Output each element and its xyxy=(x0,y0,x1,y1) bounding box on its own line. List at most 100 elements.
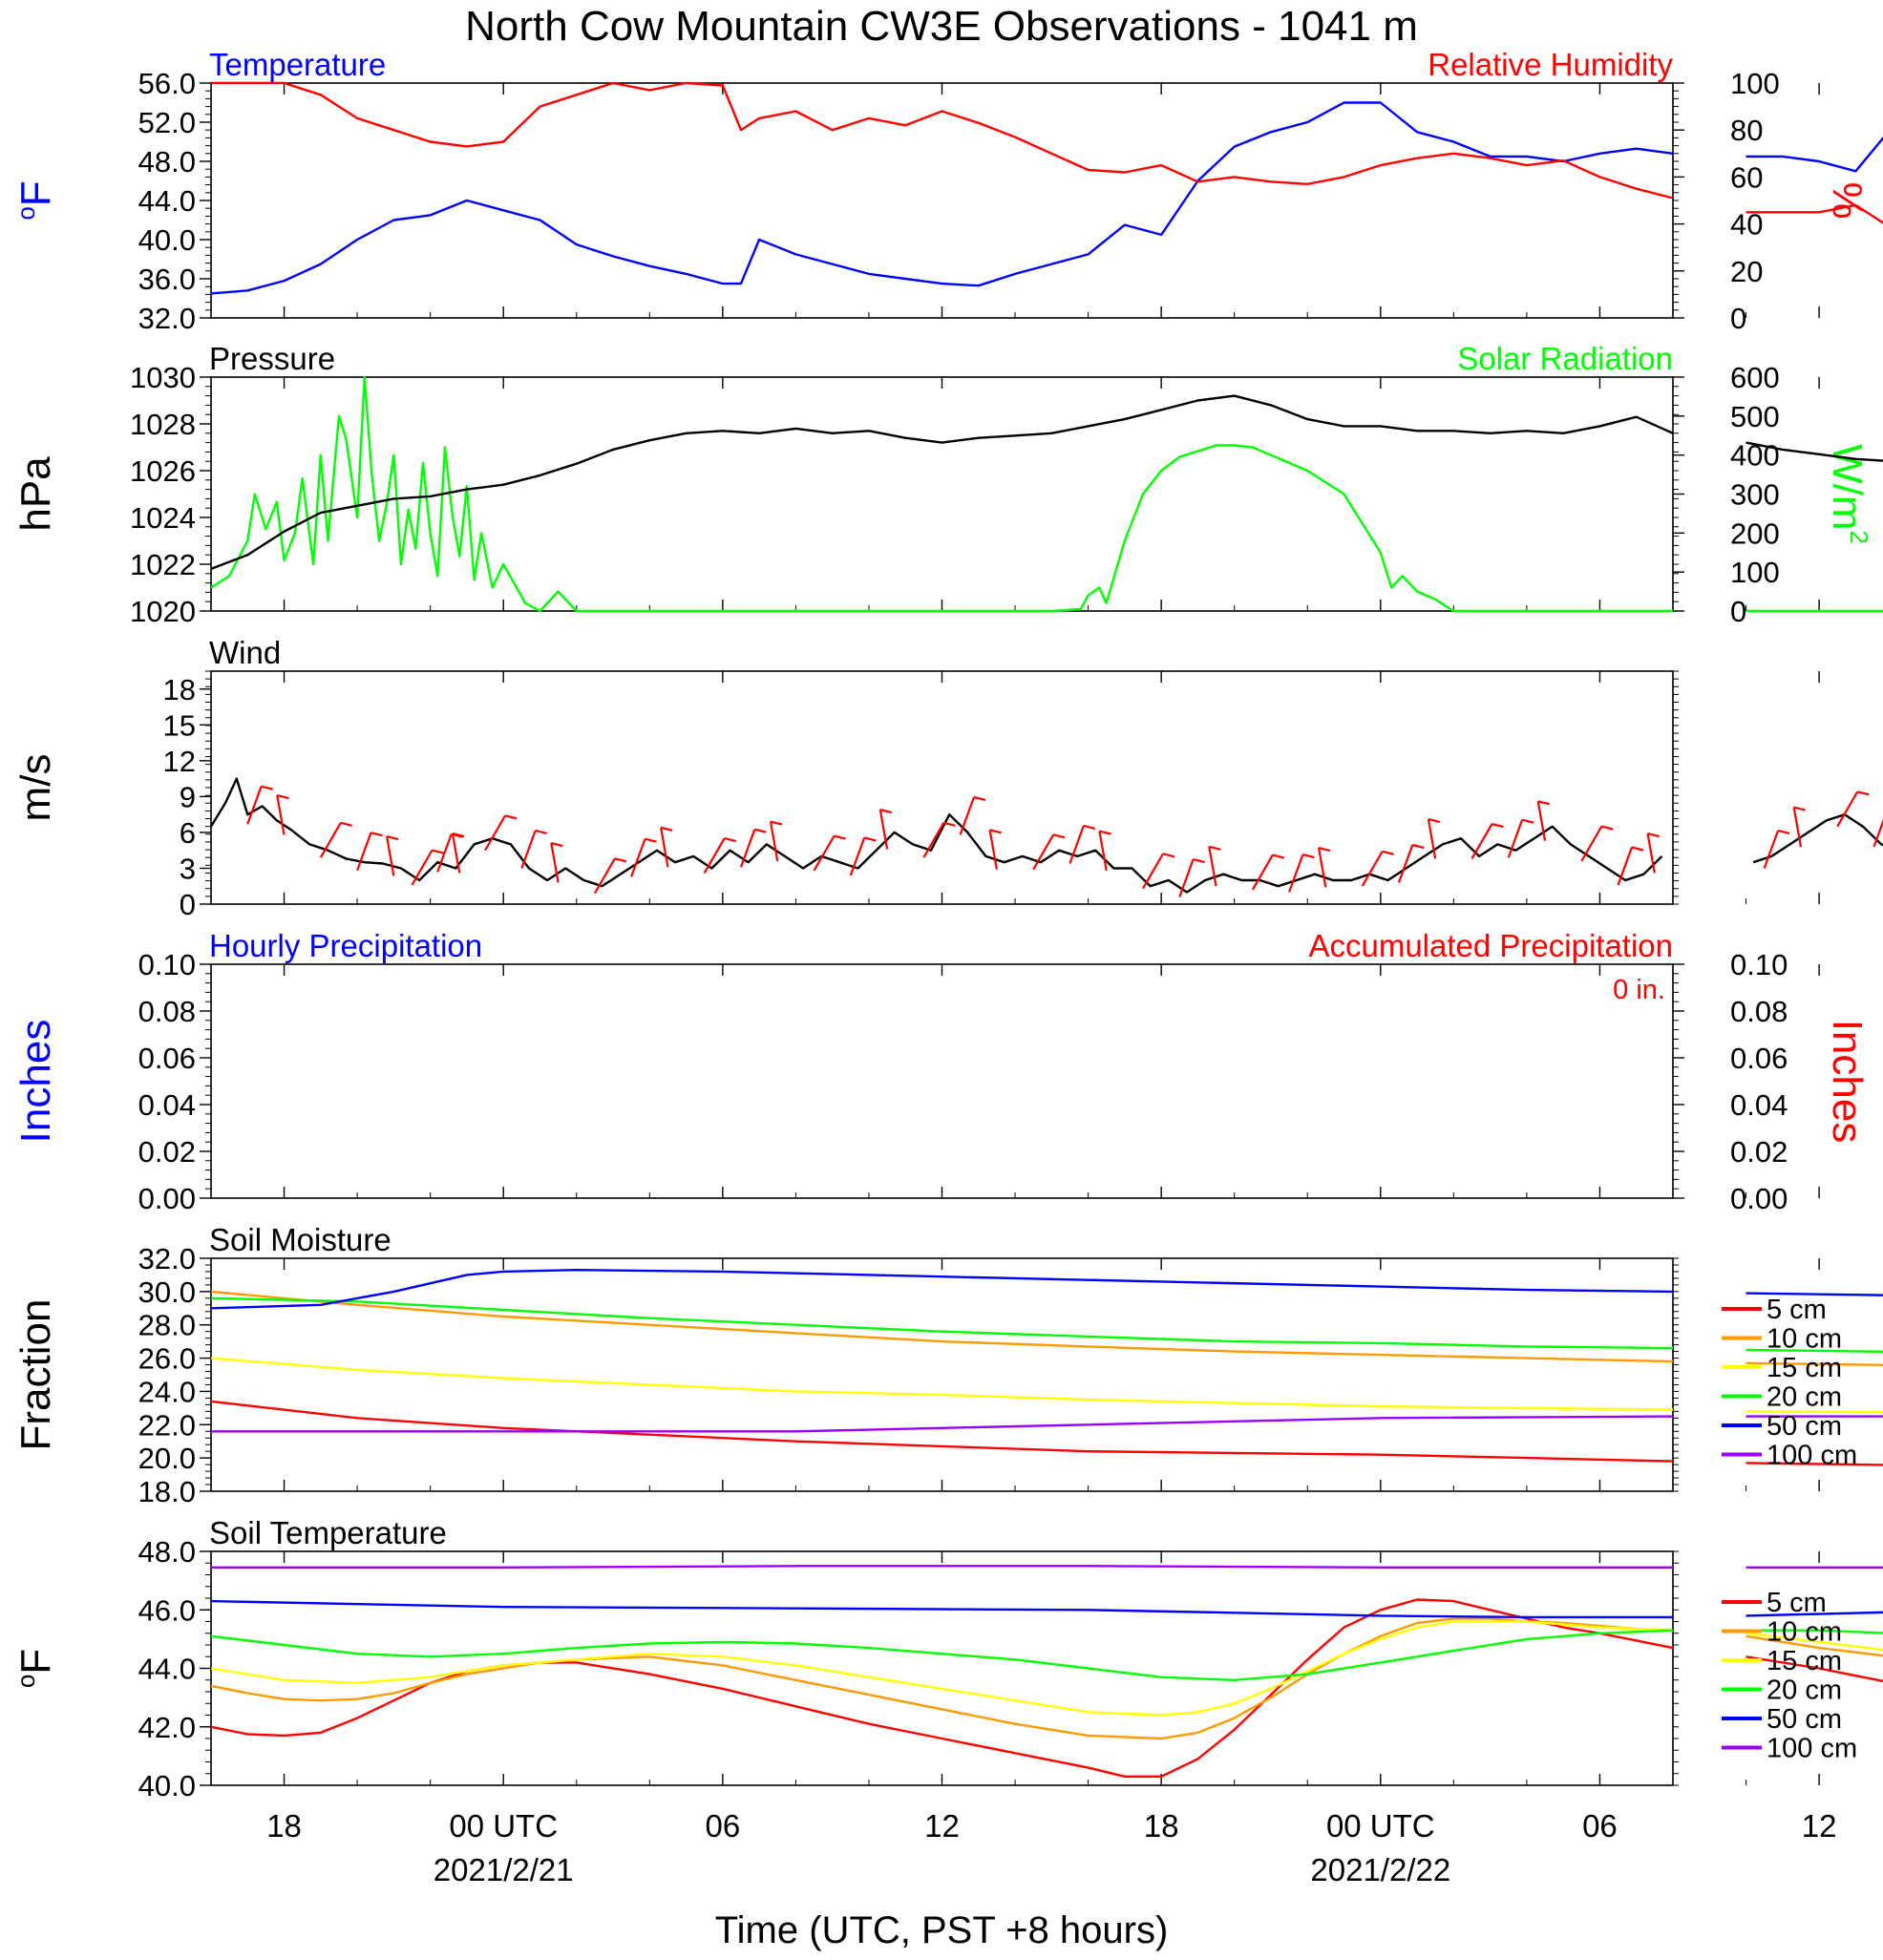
legend-label: 20 cm xyxy=(1767,1382,1842,1413)
series-line-relative-humidity-part2 xyxy=(1745,203,1883,224)
x-tick-label: 18 xyxy=(266,1808,302,1844)
accumulated-total-annotation: 0 in. xyxy=(1613,975,1665,1005)
wind-barb-flag xyxy=(276,793,289,800)
series-line-5-cm-part2 xyxy=(1745,1462,1883,1466)
x-tick-date: 2021/2/21 xyxy=(434,1852,574,1887)
legend-label: 50 cm xyxy=(1767,1411,1842,1442)
y-tick-label: 3 xyxy=(180,852,196,885)
y-tick-label: 44.0 xyxy=(138,1653,196,1686)
wind-barb xyxy=(1617,847,1633,886)
series-line-5-cm xyxy=(210,1598,1674,1778)
wind-barb-flag xyxy=(973,795,986,802)
wind-barb xyxy=(1507,819,1524,858)
series-line-20-cm xyxy=(210,1296,1674,1350)
x-tick-label: 12 xyxy=(924,1808,960,1844)
panels: 32.036.040.044.048.052.056.0020406080100… xyxy=(11,47,1883,1802)
y-tick-label: 46.0 xyxy=(138,1593,196,1627)
wind-barb xyxy=(1646,832,1656,874)
y2-tick-label: 20 xyxy=(1730,255,1763,288)
wind-barb xyxy=(630,838,646,877)
wind-barb xyxy=(436,833,453,873)
panel-left-label: Pressure xyxy=(209,341,335,376)
wind-barb-flag xyxy=(340,821,353,827)
y-tick-label: 1030 xyxy=(130,361,196,394)
series-line-wind xyxy=(209,777,1663,894)
legend-label: 20 cm xyxy=(1767,1675,1842,1706)
series-line-100-cm xyxy=(211,1565,1673,1569)
y2-tick-label: 600 xyxy=(1730,361,1780,394)
wind-barb xyxy=(1836,790,1859,828)
series-line-10-cm-part2 xyxy=(1745,1361,1883,1367)
wind-barb xyxy=(593,857,616,895)
y2-tick-label: 100 xyxy=(1730,67,1780,100)
y-tick-label: 1028 xyxy=(130,408,196,441)
legend-label: 5 cm xyxy=(1767,1295,1827,1325)
wind-barb xyxy=(385,835,395,876)
series-line-15-cm xyxy=(210,1620,1674,1717)
x-tick-label: 12 xyxy=(1802,1808,1837,1844)
panel-pressure_solar: 1020102210241026102810300100200300400500… xyxy=(12,341,1883,628)
series-line-100-cm xyxy=(211,1415,1674,1433)
y-tick-label: 0.04 xyxy=(138,1088,196,1122)
y-tick-label: 12 xyxy=(163,745,196,778)
wind-barb-flag xyxy=(535,829,547,835)
series-line-5-cm-part2 xyxy=(1745,1655,1883,1683)
x-tick-date: 2021/2/22 xyxy=(1310,1852,1450,1887)
y-tick-label: 22.0 xyxy=(138,1408,196,1442)
wind-barb xyxy=(1536,801,1547,841)
y-tick-label: 0.06 xyxy=(138,1042,196,1075)
wind-barb xyxy=(411,850,434,886)
x-tick-label: 06 xyxy=(1582,1808,1618,1844)
wind-barb-flag xyxy=(1302,853,1315,859)
wind-barb xyxy=(1397,844,1414,883)
legend-label: 15 cm xyxy=(1767,1646,1842,1676)
legend-label: 50 cm xyxy=(1767,1704,1842,1735)
wind-barb-flag xyxy=(1318,847,1331,853)
panel-precip: 0.00 0.02 0.04 0.06 0.08 0.10 0.00 0.02 0.04 0.06… xyxy=(12,928,1871,1215)
panel-left-label: Soil Temperature xyxy=(209,1515,447,1550)
y2-tick-label: 500 xyxy=(1730,400,1780,433)
legend-label: 15 cm xyxy=(1767,1353,1842,1383)
y-tick-label: 9 xyxy=(180,780,196,813)
series-line-pressure xyxy=(210,394,1674,571)
wind-barb-flag xyxy=(863,836,877,842)
wind-barb-flag xyxy=(1162,853,1175,858)
x-tick-label: 06 xyxy=(705,1808,740,1844)
y-tick-label: 40.0 xyxy=(138,1769,196,1802)
series-line-15-cm xyxy=(210,1357,1674,1411)
wind-barb-flag xyxy=(754,828,767,833)
wind-barb xyxy=(813,835,836,872)
y-tick-label: 30.0 xyxy=(138,1275,196,1309)
y-tick-label: 1024 xyxy=(130,501,196,535)
wind-barb-flag xyxy=(1856,790,1870,796)
wind-barb xyxy=(1208,846,1217,887)
wind-barb-flag xyxy=(1193,857,1205,864)
wind-barb-flag xyxy=(1052,833,1066,839)
wind-barb xyxy=(1470,823,1493,859)
wind-barb-flag xyxy=(1793,806,1806,811)
y2-tick-label: 0 xyxy=(1730,302,1746,335)
wind-barb-flag xyxy=(261,785,273,790)
y-tick-label: 0.00 xyxy=(138,1182,196,1215)
wind-barb xyxy=(550,842,560,883)
wind-barb xyxy=(959,796,976,835)
y-tick-label: 48.0 xyxy=(138,1535,196,1569)
wind-barb-flag xyxy=(1631,846,1644,852)
y2-tick-label: 0.00 xyxy=(1730,1182,1788,1215)
y-tick-label: 28.0 xyxy=(138,1309,196,1342)
y2-tick-label: 200 xyxy=(1730,516,1780,550)
right-unit-superscript: 2 xyxy=(1845,530,1873,543)
y-tick-label: 18 xyxy=(163,673,196,706)
x-tick-label: 00 UTC xyxy=(1326,1808,1435,1844)
wind-barb xyxy=(988,830,998,870)
wind-barb xyxy=(356,832,372,872)
wind-barb-flag xyxy=(551,842,563,848)
series-line-10-cm-part2 xyxy=(1745,1634,1883,1657)
wind-barb-flag xyxy=(1647,832,1660,838)
wind-barb xyxy=(451,832,461,874)
wind-barb-flag xyxy=(724,837,736,843)
wind-barb xyxy=(1318,847,1327,888)
wind-barb xyxy=(1580,826,1603,862)
legend-label: 5 cm xyxy=(1767,1588,1827,1618)
